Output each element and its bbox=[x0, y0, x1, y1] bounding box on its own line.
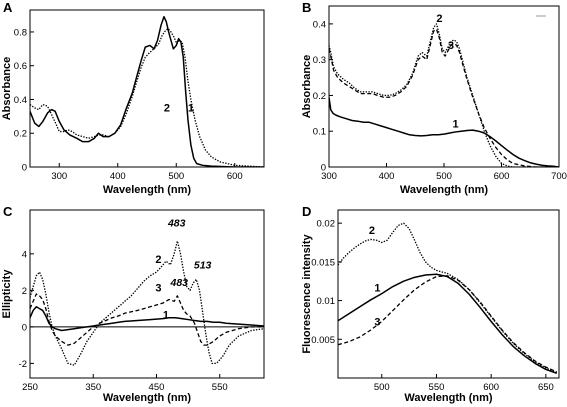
panel-letter: B bbox=[302, 0, 311, 15]
x-tick-label: 600 bbox=[494, 171, 510, 182]
x-tick-label: 600 bbox=[483, 382, 499, 393]
x-tick-label: 550 bbox=[212, 382, 228, 393]
x-axis-title: Wavelength (nm) bbox=[103, 184, 192, 196]
y-axis-title: Absorbance bbox=[1, 57, 13, 121]
y-tick-label: 0.6 bbox=[14, 61, 27, 72]
series-line-2 bbox=[329, 23, 559, 167]
series-line-1 bbox=[30, 306, 264, 332]
y-tick-label: 4 bbox=[22, 249, 27, 260]
series-line-3 bbox=[30, 293, 264, 346]
y-tick-label: 0.2 bbox=[14, 129, 27, 140]
panel-a: 300 400 500 600 0 0.2 0.4 0.6 0.8 Wavelength (nm)… bbox=[1, 0, 265, 196]
panel-letter: D bbox=[302, 204, 311, 219]
series-line-3 bbox=[338, 275, 558, 373]
y-tick-label: 2 bbox=[22, 286, 27, 297]
x-tick-label: 600 bbox=[227, 171, 243, 182]
series-group bbox=[30, 16, 264, 167]
x-tick-label: 450 bbox=[149, 382, 165, 393]
panel-d: 500 550 600 650 0.005 0.01 0.015 0.02 Wavelength… bbox=[301, 204, 560, 404]
series-line-3 bbox=[329, 28, 559, 167]
x-axis-title: Wavelength (nm) bbox=[400, 184, 489, 196]
plot-frame bbox=[29, 9, 265, 168]
y-tick-label: 0 bbox=[22, 163, 27, 174]
y-tick-label: 0.2 bbox=[313, 91, 326, 102]
y-tick-label: 0 bbox=[321, 163, 326, 174]
x-tick-label: 300 bbox=[321, 171, 337, 182]
panel-letter: A bbox=[3, 0, 13, 15]
curve-label: 1 bbox=[188, 102, 194, 114]
plot-frame bbox=[328, 5, 560, 168]
y-tick-label: 0.4 bbox=[313, 19, 326, 30]
y-tick-label: 0.3 bbox=[313, 55, 326, 66]
x-tick-label: 500 bbox=[436, 171, 452, 182]
y-tick-label: 0.1 bbox=[313, 127, 326, 138]
series-line-2 bbox=[30, 240, 264, 366]
series-line-1 bbox=[338, 273, 558, 375]
curve-label: 1 bbox=[452, 119, 458, 131]
series-group bbox=[338, 222, 558, 375]
series-line-2 bbox=[338, 222, 558, 374]
y-tick-label: 0.02 bbox=[317, 219, 336, 230]
y-tick-label: 0.01 bbox=[317, 296, 336, 307]
curve-label: 1 bbox=[163, 310, 169, 322]
series-group bbox=[30, 240, 264, 366]
series-line-1 bbox=[329, 97, 559, 167]
y-axis-title: Ellipticity bbox=[1, 269, 13, 319]
curve-label: 2 bbox=[155, 254, 161, 266]
y-tick-label: 0 bbox=[22, 322, 27, 333]
x-tick-label: 550 bbox=[429, 382, 445, 393]
x-tick-label: 400 bbox=[379, 171, 395, 182]
curve-label: 3 bbox=[155, 282, 161, 294]
x-tick-label: 400 bbox=[110, 171, 126, 182]
curve-label: 3 bbox=[448, 40, 454, 52]
plot-frame bbox=[29, 209, 265, 379]
peak-annotation: 483 bbox=[167, 217, 186, 229]
y-axis-title: Fluorescence intensity bbox=[301, 234, 313, 354]
y-tick-label: -2 bbox=[19, 359, 27, 370]
y-tick-label: 0.8 bbox=[14, 27, 27, 38]
y-tick-label: 0.4 bbox=[14, 95, 27, 106]
y-axis-title: Absorbance bbox=[301, 55, 313, 119]
curve-label: 2 bbox=[369, 225, 375, 237]
curve-label: 2 bbox=[164, 102, 170, 114]
series-line-2 bbox=[30, 16, 264, 167]
series-line-1 bbox=[30, 27, 264, 167]
y-tick-label: 0.005 bbox=[311, 335, 335, 346]
peak-annotation: 513 bbox=[194, 259, 212, 271]
panel-c: 250 350 450 550 -2 0 2 4 Wavelength (nm) Elliptic… bbox=[1, 204, 265, 404]
curve-label: 2 bbox=[436, 13, 442, 25]
x-tick-label: 700 bbox=[551, 171, 567, 182]
x-axis-title: Wavelength (nm) bbox=[103, 392, 192, 404]
x-tick-label: 250 bbox=[22, 382, 38, 393]
x-tick-label: 300 bbox=[51, 171, 67, 182]
series-group bbox=[329, 23, 559, 167]
curve-label: 3 bbox=[374, 316, 380, 328]
x-tick-label: 500 bbox=[374, 382, 390, 393]
panel-b: 300 400 500 600 700 0 0.1 0.2 0.3 0.4 Wavelength (… bbox=[301, 0, 567, 196]
peak-annotation: 483 bbox=[169, 277, 188, 289]
x-tick-label: 350 bbox=[85, 382, 101, 393]
y-tick-label: 0.015 bbox=[311, 257, 335, 268]
x-axis-title: Wavelength (nm) bbox=[404, 392, 493, 404]
x-tick-label: 500 bbox=[168, 171, 184, 182]
plot-frame bbox=[337, 209, 560, 379]
panel-letter: C bbox=[3, 204, 13, 219]
x-tick-label: 650 bbox=[538, 382, 554, 393]
curve-label: 1 bbox=[374, 282, 380, 294]
